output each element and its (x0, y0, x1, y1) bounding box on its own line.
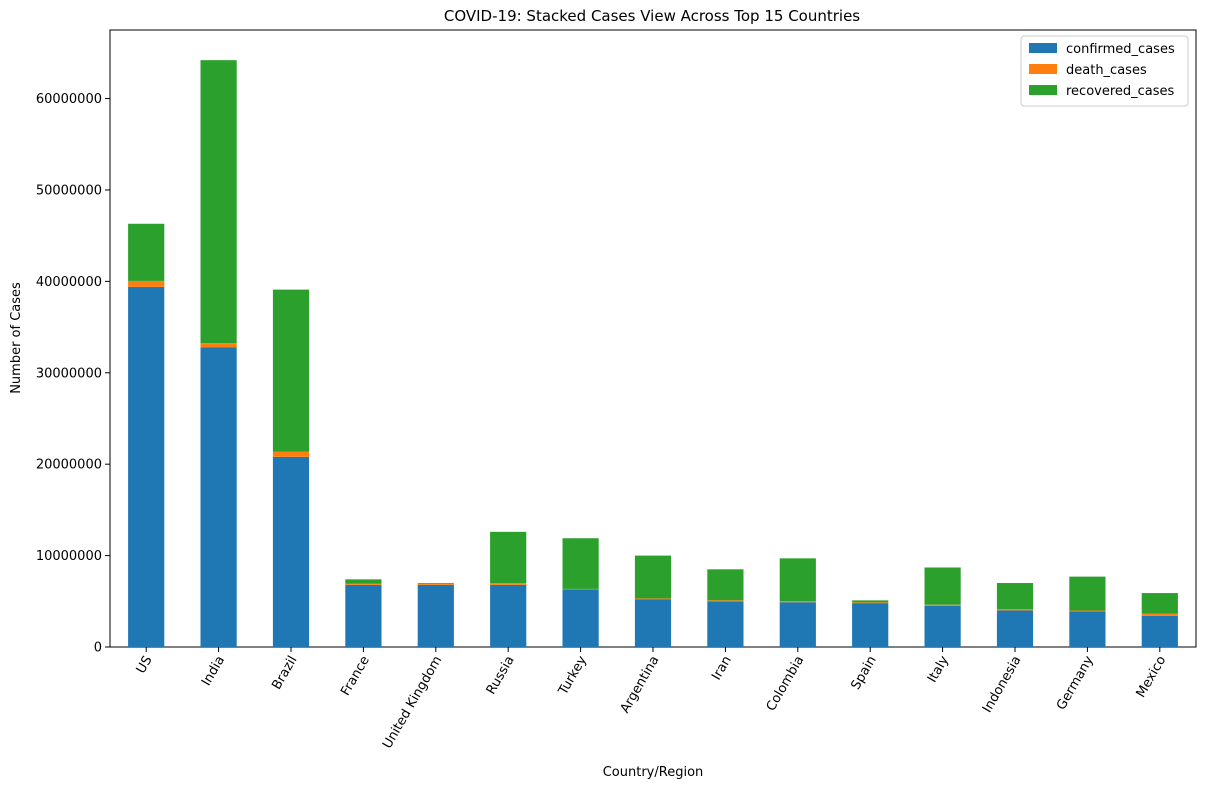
bar-indonesia-confirmed-cases (996, 610, 1034, 647)
bar-argentina-confirmed-cases (634, 599, 672, 647)
bar-iran-confirmed-cases (707, 601, 744, 647)
bar-turkey-death-cases (562, 588, 599, 590)
legend: confirmed_cases death_cases recovered_case… (1020, 35, 1189, 107)
bars-layer (128, 60, 1178, 647)
bar-us-death-cases (128, 280, 165, 287)
bar-united-kingdom-death-cases (417, 583, 454, 585)
bar-germany-confirmed-cases (1069, 611, 1106, 647)
x-tick-label-italy: Italy (925, 653, 952, 685)
y-tick-label: 0 (94, 641, 102, 656)
legend-items: confirmed_cases death_cases recovered_case… (1029, 42, 1175, 99)
bar-spain-confirmed-cases (852, 603, 889, 647)
x-tick-label-russia: Russia (484, 654, 518, 698)
x-tick-label-indonesia: Indonesia (980, 654, 1024, 716)
x-tick-label-colombia: Colombia (764, 654, 808, 714)
bar-indonesia-recovered-cases (996, 583, 1034, 610)
legend-swatch-recovered-cases (1029, 85, 1057, 95)
y-tick-label: 30000000 (36, 366, 102, 381)
legend-swatch-confirmed-cases (1029, 43, 1057, 53)
y-tick-label: 10000000 (36, 549, 102, 564)
bar-germany-recovered-cases (1069, 576, 1106, 611)
bar-russia-recovered-cases (490, 531, 527, 584)
y-tick-label: 60000000 (36, 92, 102, 107)
y-tick-label: 50000000 (36, 183, 102, 198)
bar-turkey-recovered-cases (562, 538, 599, 589)
y-tick-label: 40000000 (36, 275, 102, 290)
bar-us-recovered-cases (128, 223, 165, 281)
bar-spain-recovered-cases (852, 600, 889, 603)
bar-france-confirmed-cases (345, 584, 382, 647)
bar-italy-recovered-cases (924, 567, 961, 605)
bar-russia-confirmed-cases (490, 584, 527, 647)
x-tick-label-mexico: Mexico (1134, 653, 1170, 700)
bar-turkey-confirmed-cases (562, 589, 599, 647)
x-tick-label-india: India (199, 654, 228, 689)
x-tick-label-argentina: Argentina (618, 654, 663, 716)
bar-brazil-recovered-cases (272, 289, 310, 452)
legend-label-recovered-cases: recovered_cases (1066, 84, 1175, 99)
legend-label-death-cases: death_cases (1066, 63, 1147, 78)
bar-argentina-death-cases (634, 598, 672, 600)
bar-indonesia-death-cases (996, 609, 1034, 611)
bar-argentina-recovered-cases (634, 555, 672, 599)
legend-frame (1020, 35, 1189, 107)
bar-russia-death-cases (490, 583, 527, 585)
bar-iran-recovered-cases (707, 569, 744, 601)
bar-france-recovered-cases (345, 579, 382, 584)
legend-label-confirmed-cases: confirmed_cases (1066, 42, 1175, 57)
x-tick-label-germany: Germany (1054, 653, 1097, 713)
bar-brazil-confirmed-cases (272, 456, 310, 647)
legend-swatch-death-cases (1029, 64, 1057, 74)
x-tick-label-brazil: Brazil (269, 654, 300, 693)
bar-united-kingdom-recovered-cases (417, 583, 454, 584)
bar-india-recovered-cases (200, 60, 237, 344)
x-tick-label-turkey: Turkey (555, 653, 590, 698)
x-tick-label-iran: Iran (709, 654, 735, 683)
bar-us-confirmed-cases (128, 286, 165, 647)
bar-colombia-confirmed-cases (779, 602, 816, 647)
bar-italy-confirmed-cases (924, 605, 961, 647)
x-tick-label-france: France (338, 654, 373, 699)
bar-mexico-confirmed-cases (1141, 615, 1178, 647)
bar-brazil-death-cases (272, 451, 310, 457)
chart-title: COVID-19: Stacked Cases View Across Top … (444, 7, 860, 25)
bar-india-confirmed-cases (200, 347, 237, 647)
bar-france-death-cases (345, 583, 382, 585)
x-axis: US India Brazil France United Kingdom Russia T… (134, 647, 1169, 751)
bar-iran-death-cases (707, 600, 744, 602)
x-axis-label: Country/Region (603, 765, 704, 780)
bar-italy-death-cases (924, 604, 961, 606)
y-axis: 0 10000000 20000000 30000000 40000000 5000000… (36, 92, 110, 656)
y-tick-label: 20000000 (36, 458, 102, 473)
bar-germany-death-cases (1069, 610, 1106, 612)
bar-mexico-death-cases (1141, 613, 1178, 616)
bar-colombia-recovered-cases (779, 558, 816, 602)
x-tick-label-us: US (134, 654, 156, 677)
bar-india-death-cases (200, 343, 237, 348)
bar-mexico-recovered-cases (1141, 593, 1178, 614)
bar-spain-death-cases (852, 602, 889, 604)
y-axis-label: Number of Cases (9, 282, 24, 394)
bar-united-kingdom-confirmed-cases (417, 584, 454, 647)
x-tick-label-united-kingdom: United Kingdom (380, 654, 445, 752)
x-tick-label-spain: Spain (849, 654, 880, 693)
bar-colombia-death-cases (779, 601, 816, 603)
